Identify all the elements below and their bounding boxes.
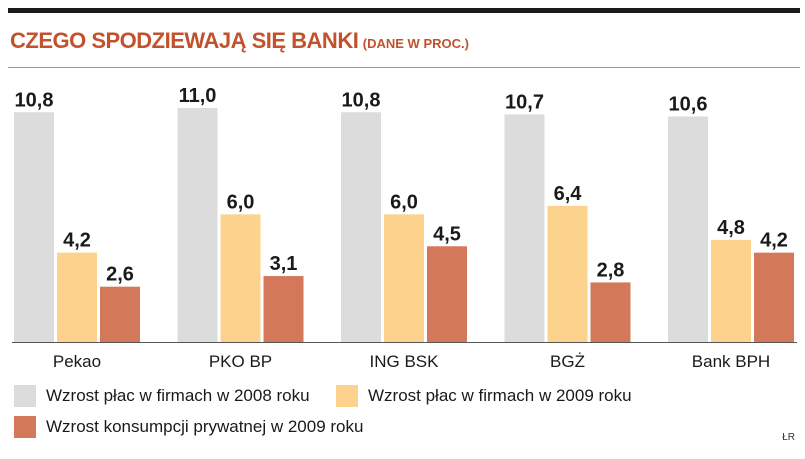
data-label-ing-bsk-series-3: 4,5 [433,223,461,245]
x-tick-label-ing-bsk: ING BSK [370,352,440,371]
bar-bank-bph-series-1 [668,116,708,342]
bar-pekao-series-3 [100,286,140,342]
title-rule [8,67,800,68]
bar-bank-bph-series-3 [754,252,794,342]
bar-bgz-series-1 [504,114,545,342]
title-main: CZEGO SPODZIEWAJĄ SIĘ BANKI [10,28,359,53]
legend-item-2008-wages: Wzrost płac w firmach w 2008 roku [14,385,310,407]
bar-bgz-series-3 [590,282,631,342]
legend-swatch-2008-wages [14,385,36,407]
chart-title: CZEGO SPODZIEWAJĄ SIĘ BANKI (DANE W PROC… [10,28,469,54]
bar-pko-bp-series-2 [220,214,261,342]
data-label-bank-bph-series-2: 4,8 [717,217,745,239]
data-label-bank-bph-series-3: 4,2 [760,230,788,252]
data-label-ing-bsk-series-2: 6,0 [390,191,418,213]
data-label-pko-bp-series-3: 3,1 [270,253,298,275]
data-label-pekao-series-1: 10,8 [15,89,54,111]
data-label-bgz-series-1: 10,7 [505,91,544,113]
credit-initials: ŁR [782,432,795,443]
bar-pko-bp-series-1 [177,108,218,342]
bar-ing-bsk-series-3 [427,246,467,342]
x-tick-label-bank-bph: Bank BPH [692,352,770,371]
data-label-pekao-series-3: 2,6 [106,264,134,286]
bar-pko-bp-series-3 [263,276,304,342]
top-rule [8,8,800,13]
legend-label-2008-wages: Wzrost płac w firmach w 2008 roku [46,386,310,405]
bar-pekao-series-2 [57,252,97,342]
title-subtitle: (DANE W PROC.) [362,36,469,51]
data-label-bgz-series-2: 6,4 [554,183,583,205]
legend-swatch-2009-consumption [14,416,36,438]
data-label-bank-bph-series-1: 10,6 [669,94,708,116]
bar-ing-bsk-series-2 [384,214,424,342]
x-tick-label-pko-bp: PKO BP [209,352,272,371]
data-label-bgz-series-3: 2,8 [597,259,625,281]
data-label-ing-bsk-series-1: 10,8 [342,89,381,111]
data-label-pko-bp-series-2: 6,0 [227,191,255,213]
bar-ing-bsk-series-1 [341,112,381,342]
legend-item-2009-wages: Wzrost płac w firmach w 2009 roku [336,385,632,407]
legend-label-2009-consumption: Wzrost konsumpcji prywatnej w 2009 roku [46,417,364,436]
data-label-pko-bp-series-1: 11,0 [179,85,217,107]
data-label-pekao-series-2: 4,2 [63,230,91,252]
legend-label-2009-wages: Wzrost płac w firmach w 2009 roku [368,386,632,405]
bar-bank-bph-series-2 [711,239,751,342]
legend-item-2009-consumption: Wzrost konsumpcji prywatnej w 2009 roku [14,416,363,438]
bar-pekao-series-1 [14,112,54,342]
x-tick-label-pekao: Pekao [53,352,101,371]
x-tick-label-bgz: BGŻ [550,352,585,371]
bar-bgz-series-2 [547,205,588,342]
legend-swatch-2009-wages [336,385,358,407]
